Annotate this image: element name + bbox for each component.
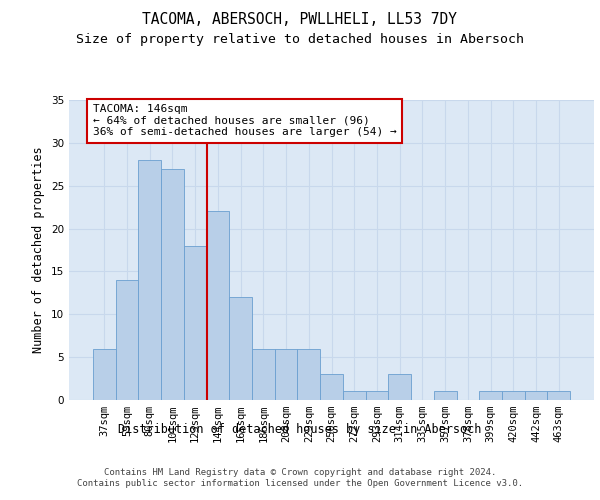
Text: Distribution of detached houses by size in Abersoch: Distribution of detached houses by size … (118, 422, 482, 436)
Text: TACOMA, ABERSOCH, PWLLHELI, LL53 7DY: TACOMA, ABERSOCH, PWLLHELI, LL53 7DY (143, 12, 458, 28)
Bar (524, 392, 547, 400)
Bar (298, 348, 320, 400)
Bar (252, 348, 275, 400)
Bar (388, 374, 411, 400)
Bar (229, 297, 252, 400)
Bar (93, 348, 116, 400)
Bar (434, 392, 457, 400)
Text: Contains HM Land Registry data © Crown copyright and database right 2024.
Contai: Contains HM Land Registry data © Crown c… (77, 468, 523, 487)
Bar (365, 392, 388, 400)
Bar (206, 212, 229, 400)
Text: Size of property relative to detached houses in Abersoch: Size of property relative to detached ho… (76, 32, 524, 46)
Bar (139, 160, 161, 400)
Bar (161, 168, 184, 400)
Bar (320, 374, 343, 400)
Bar (502, 392, 524, 400)
Bar (184, 246, 206, 400)
Bar (116, 280, 139, 400)
Bar (343, 392, 365, 400)
Bar (479, 392, 502, 400)
Y-axis label: Number of detached properties: Number of detached properties (32, 146, 46, 354)
Bar (547, 392, 570, 400)
Text: TACOMA: 146sqm
← 64% of detached houses are smaller (96)
36% of semi-detached ho: TACOMA: 146sqm ← 64% of detached houses … (93, 104, 397, 138)
Bar (275, 348, 298, 400)
